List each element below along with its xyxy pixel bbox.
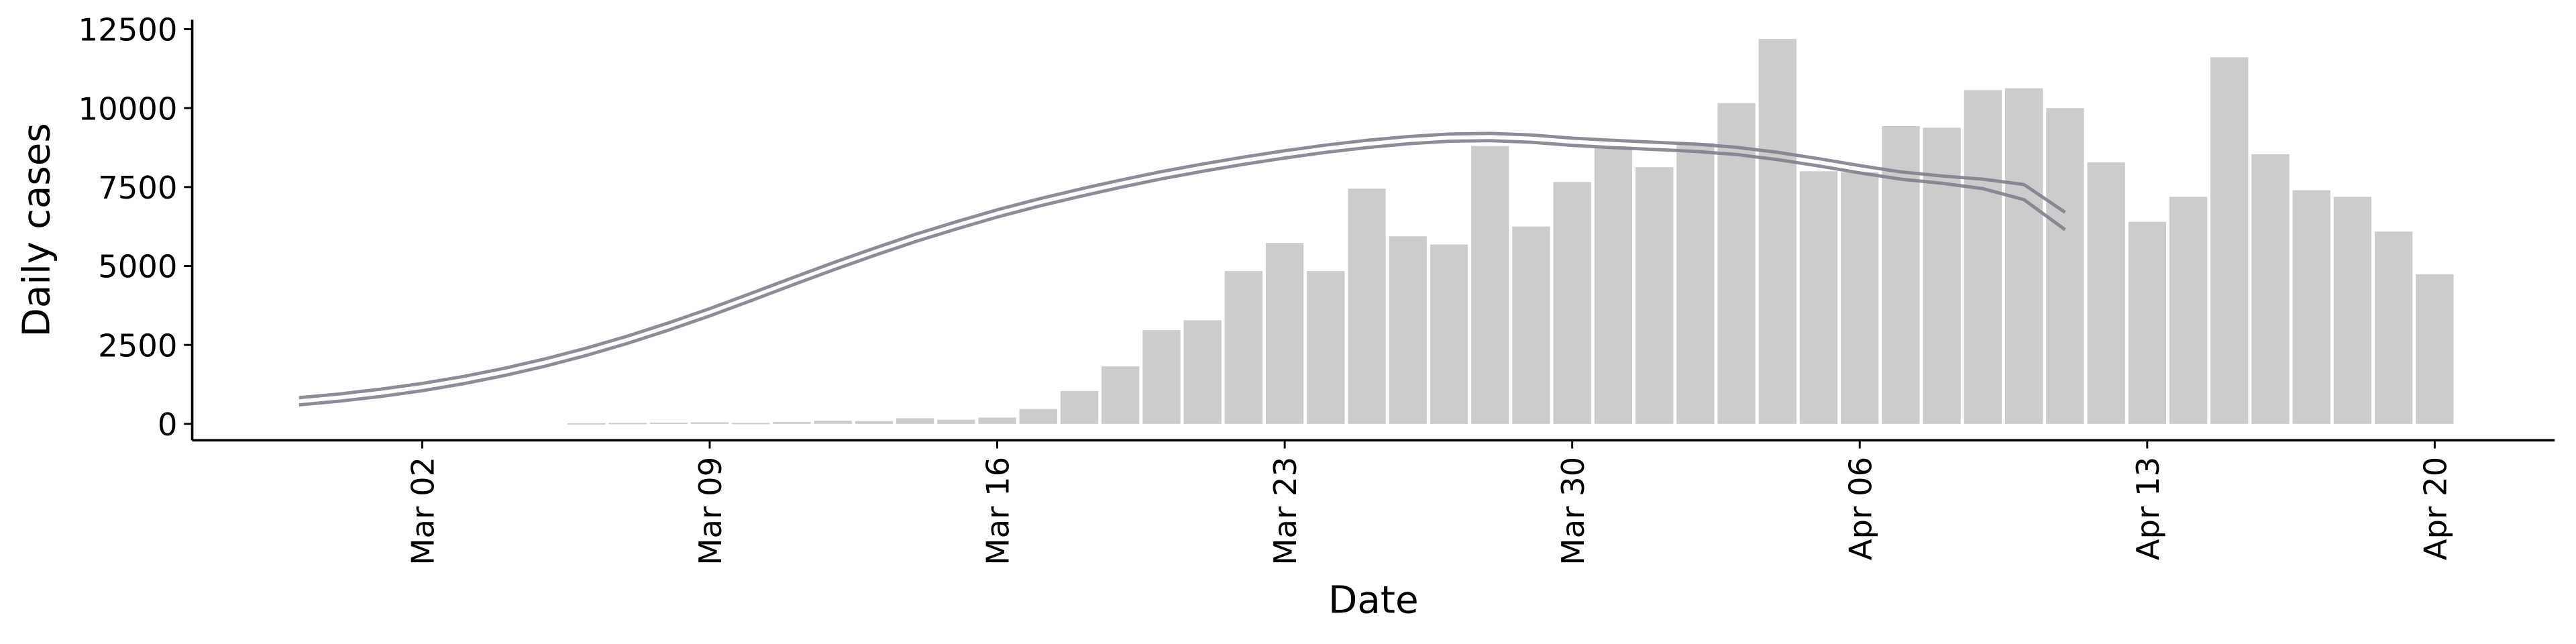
bar bbox=[2128, 221, 2166, 424]
y-tick-label: 0 bbox=[158, 407, 178, 443]
x-tick-label: Mar 09 bbox=[692, 457, 729, 566]
bar bbox=[1060, 390, 1099, 424]
y-axis-label: Daily cases bbox=[15, 123, 58, 337]
model-line bbox=[299, 139, 2066, 407]
bar bbox=[2169, 197, 2208, 424]
bar bbox=[2292, 190, 2330, 424]
x-tick-label: Mar 23 bbox=[1267, 457, 1303, 566]
bar bbox=[1594, 148, 1633, 424]
bar bbox=[1471, 146, 1509, 424]
bar bbox=[2087, 162, 2125, 424]
bar bbox=[2416, 274, 2454, 424]
bar bbox=[568, 423, 606, 425]
y-tick-label: 7500 bbox=[98, 170, 177, 206]
bar bbox=[1142, 330, 1181, 424]
y-tick-label: 12500 bbox=[78, 12, 178, 48]
y-tick-label: 10000 bbox=[78, 91, 178, 127]
x-tick-label: Mar 30 bbox=[1555, 457, 1591, 566]
x-tick-label: Mar 16 bbox=[980, 457, 1016, 566]
bar bbox=[1553, 182, 1591, 424]
bar bbox=[608, 423, 647, 425]
bar bbox=[732, 423, 770, 425]
bar bbox=[1964, 90, 2002, 424]
bar bbox=[1265, 243, 1304, 424]
y-tick-label: 5000 bbox=[98, 249, 177, 285]
bar bbox=[2375, 231, 2413, 424]
x-axis-label: Date bbox=[1328, 578, 1419, 622]
bar bbox=[1430, 244, 1468, 424]
bar bbox=[978, 417, 1016, 424]
bar bbox=[1799, 171, 1838, 424]
bar bbox=[896, 418, 934, 424]
x-tick-label: Apr 13 bbox=[2130, 457, 2166, 560]
bar bbox=[814, 421, 852, 424]
bar bbox=[1758, 39, 1796, 424]
bar bbox=[1102, 366, 1140, 424]
bar bbox=[1635, 167, 1674, 424]
bar bbox=[649, 422, 688, 424]
bar bbox=[1348, 189, 1386, 424]
model-line bbox=[299, 131, 2066, 400]
bar bbox=[2046, 108, 2084, 424]
bar bbox=[773, 422, 811, 424]
bar bbox=[2333, 197, 2372, 424]
x-tick-label: Mar 02 bbox=[405, 457, 441, 566]
bar bbox=[1923, 127, 1961, 424]
bar bbox=[1224, 271, 1263, 424]
bar bbox=[1019, 409, 1057, 424]
y-tick-label: 2500 bbox=[98, 327, 177, 364]
bar bbox=[1676, 142, 1715, 424]
bar bbox=[855, 421, 894, 424]
bar bbox=[1307, 271, 1345, 424]
x-tick-label: Apr 06 bbox=[1842, 457, 1878, 560]
bar bbox=[2210, 57, 2249, 424]
bar bbox=[690, 422, 729, 424]
bar bbox=[2004, 88, 2043, 424]
bar bbox=[1183, 320, 1222, 424]
bar bbox=[1841, 172, 1879, 424]
bar bbox=[1389, 236, 1427, 424]
bar bbox=[1717, 103, 1756, 424]
x-tick-label: Apr 20 bbox=[2418, 457, 2454, 560]
bar bbox=[937, 419, 975, 424]
bar bbox=[1512, 226, 1550, 424]
bar bbox=[2251, 154, 2290, 424]
